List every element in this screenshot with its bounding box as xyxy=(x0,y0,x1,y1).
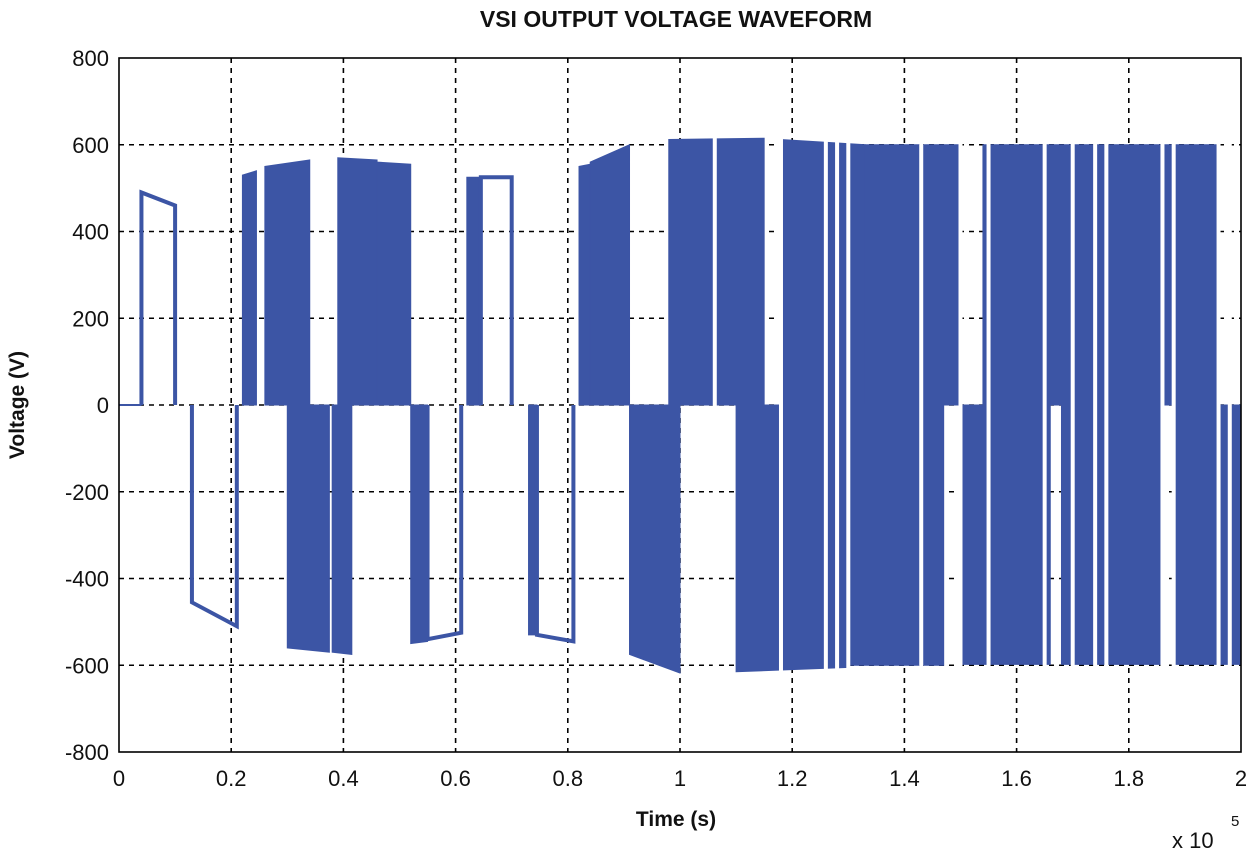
x-tick-label: 0.2 xyxy=(216,766,247,791)
x-tick-label: 1.8 xyxy=(1114,766,1145,791)
y-tick-label: 0 xyxy=(97,393,109,418)
series-voltage xyxy=(119,136,1242,674)
voltage-pulse-block xyxy=(735,404,849,673)
switching-gap xyxy=(835,136,840,674)
y-tick-label: 400 xyxy=(72,220,109,245)
voltage-pulse-block xyxy=(982,144,1096,406)
voltage-pulse-block xyxy=(864,144,961,406)
voltage-pulse-block xyxy=(241,170,257,406)
voltage-pulse-edge xyxy=(139,189,178,405)
switching-gap xyxy=(778,136,783,674)
voltage-pulse-block xyxy=(629,404,681,674)
y-axis-label: Voltage (V) xyxy=(6,351,29,459)
y-tick-label: -400 xyxy=(65,567,109,592)
x-tick-label: 1.6 xyxy=(1001,766,1032,791)
switching-gap xyxy=(1093,136,1098,674)
x-tick-label: 0 xyxy=(113,766,125,791)
chart-title: VSI OUTPUT VOLTAGE WAVEFORM xyxy=(480,6,872,32)
voltage-pulse-block xyxy=(960,404,1051,665)
voltage-pulse-edge xyxy=(189,405,239,630)
x-tick-label: 1.2 xyxy=(777,766,808,791)
voltage-pulse-block xyxy=(466,176,482,406)
y-tick-label: -600 xyxy=(65,653,109,678)
y-tick-label: 800 xyxy=(72,46,109,71)
switching-gap xyxy=(712,136,717,674)
x-tick-label: 0.8 xyxy=(553,766,584,791)
switching-gap xyxy=(1171,136,1176,674)
switching-gap xyxy=(958,136,963,674)
voltage-pulse-block xyxy=(589,143,631,406)
switching-gap xyxy=(1042,136,1047,674)
voltage-pulse-block xyxy=(410,404,429,645)
switching-gap xyxy=(1070,136,1075,674)
voltage-pulse-block xyxy=(780,139,866,406)
switching-gap xyxy=(986,136,991,674)
switching-gap xyxy=(1227,136,1232,674)
x-tick-label: 0.6 xyxy=(440,766,471,791)
voltage-pulse-block xyxy=(1094,144,1220,406)
x-tick-label: 0.4 xyxy=(328,766,359,791)
voltage-pulse-block xyxy=(286,404,330,653)
switching-gap xyxy=(919,136,924,674)
voltage-pulse-edge xyxy=(478,175,514,405)
switching-gap xyxy=(1160,136,1165,674)
voltage-pulse-edge xyxy=(534,405,576,644)
y-tick-label: -800 xyxy=(65,740,109,765)
x-tick-label: 2 xyxy=(1235,766,1247,791)
voltage-pulse-block xyxy=(264,159,311,406)
switching-gap xyxy=(1216,136,1221,674)
voltage-pulse-edge xyxy=(425,405,464,642)
axis-ticks: 0 0.2 0.4 0.6 0.8 1 1.2 1.4 1.6 1.8 2 -800 -600 -400 -… xyxy=(65,46,1247,791)
voltage-pulse-block xyxy=(578,163,591,406)
y-tick-label: 200 xyxy=(72,306,109,331)
voltage-pulse-block xyxy=(331,404,353,655)
y-tick-label: -200 xyxy=(65,480,109,505)
plot-frame xyxy=(118,57,1242,753)
voltage-pulse-block xyxy=(847,404,945,666)
voltage-pulse-block xyxy=(1060,404,1163,665)
voltage-pulse-block xyxy=(376,161,412,406)
switching-gap xyxy=(846,136,851,674)
x-multiplier-exponent: 5 xyxy=(1231,813,1239,830)
x-multiplier: x 10 xyxy=(1172,828,1214,853)
switching-gap xyxy=(1104,136,1109,674)
y-tick-label: 600 xyxy=(72,133,109,158)
switching-gap xyxy=(823,136,828,674)
x-tick-label: 1.4 xyxy=(889,766,920,791)
x-tick-label: 1 xyxy=(674,766,686,791)
voltage-pulse-block xyxy=(337,157,378,406)
x-axis-label: Time (s) xyxy=(636,808,716,831)
